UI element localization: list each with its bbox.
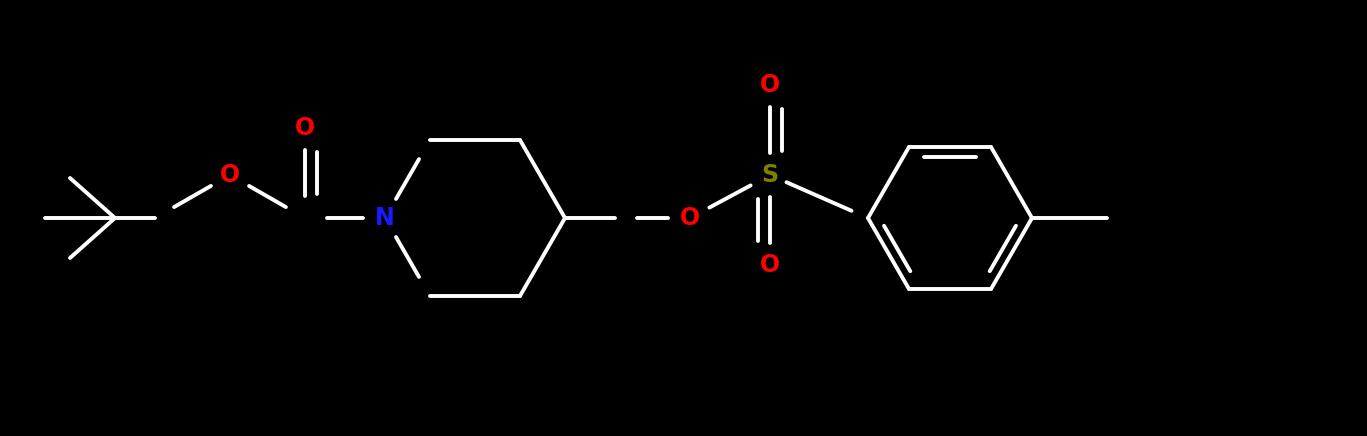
Text: O: O bbox=[760, 253, 781, 277]
Text: S: S bbox=[761, 163, 779, 187]
Text: O: O bbox=[760, 73, 781, 97]
Text: N: N bbox=[375, 206, 395, 230]
Text: O: O bbox=[295, 116, 314, 140]
Text: O: O bbox=[220, 163, 241, 187]
Text: O: O bbox=[679, 206, 700, 230]
Text: N: N bbox=[375, 206, 395, 230]
